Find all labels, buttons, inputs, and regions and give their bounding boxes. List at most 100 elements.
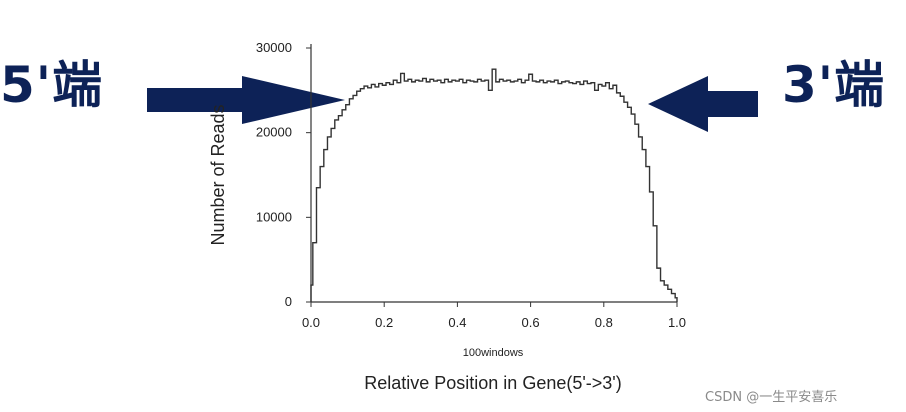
data-point [522,82,524,84]
x-axis-title: Relative Position in Gene(5'->3') [364,373,622,393]
data-point [387,82,389,84]
data-point [676,297,678,299]
data-point [661,280,663,282]
data-point [625,101,627,103]
data-point [537,81,539,83]
data-point [533,80,535,82]
data-point [431,78,433,80]
data-point [376,86,378,88]
x-tick-label: 0.8 [595,315,613,330]
data-point [540,79,543,81]
data-point [357,90,360,92]
data-point [515,80,517,82]
data-point [332,127,334,130]
data-point [606,82,609,84]
data-point [482,80,484,82]
data-point [438,79,440,81]
data-point [559,82,561,85]
left-arrow-icon [147,76,345,124]
x-tick-label: 0.4 [448,315,466,330]
data-point [467,79,469,81]
data-point [511,81,513,83]
data-point [581,83,583,86]
data-point [573,82,576,85]
data-point [453,79,455,81]
data-point [603,85,605,87]
data-point [658,267,660,269]
series-line [310,68,678,302]
data-point [643,149,645,151]
data-point [475,81,477,83]
data-point [508,79,510,81]
y-tick-label: 30000 [256,40,292,55]
data-point [471,80,473,82]
x-tick-label: 0.6 [522,315,540,330]
data-point [632,113,634,115]
y-tick-label: 0 [285,294,292,309]
data-point [489,89,491,91]
data-point [464,82,466,84]
data-point [599,83,601,86]
data-point [372,83,374,86]
data-point [336,119,338,121]
data-point [412,81,415,83]
data-point [650,191,652,193]
data-point [621,95,623,97]
data-point [672,292,674,295]
data-point [339,115,341,117]
right-arrow-icon [648,76,758,132]
data-point [314,242,316,244]
data-point [398,82,400,84]
data-point [394,79,396,81]
data-point [592,82,594,84]
data-point [383,84,385,86]
x-tick-label: 0.2 [375,315,393,330]
data-point [379,82,382,85]
x-ticks: 0.0 0.2 0.4 0.6 0.8 1.0 [302,302,686,330]
data-point [365,85,367,87]
data-point [409,78,411,80]
data-point [321,165,323,168]
y-ticks: 0 10000 20000 30000 [256,40,311,309]
data-point [617,92,620,94]
y-axis-title: Number of Reads [208,104,228,245]
data-point [548,80,550,82]
data-point [416,79,418,81]
data-point [562,81,565,83]
data-point [328,136,330,138]
x-tick-label: 1.0 [668,315,686,330]
data-point [551,81,554,83]
data-point [544,82,546,84]
data-point [427,81,429,83]
data-point [343,109,345,111]
data-point [423,77,426,80]
data-point [420,80,422,82]
data-point [361,88,363,90]
data-points [310,68,678,299]
data-point [526,79,528,81]
data-point [493,68,495,70]
watermark: CSDN @一生平安喜乐 [705,390,838,405]
five-prime-end-label: 5'端 [0,56,104,114]
data-point [614,84,616,86]
data-point [401,72,404,74]
data-point [500,78,502,80]
data-point [390,83,393,86]
x-tick-label: 0.0 [302,315,320,330]
data-point [595,89,598,91]
data-point [310,284,312,286]
y-tick-label: 20000 [256,125,292,140]
axes [310,44,677,303]
data-point [317,187,319,189]
data-point [368,87,371,89]
data-point [442,82,444,84]
data-point [555,79,557,81]
data-point [434,80,437,82]
data-point [460,78,462,80]
data-point [449,81,451,83]
three-prime-end-label: 3'端 [782,56,886,114]
data-point [577,81,579,83]
data-point [647,165,649,168]
y-tick-label: 10000 [256,209,292,224]
